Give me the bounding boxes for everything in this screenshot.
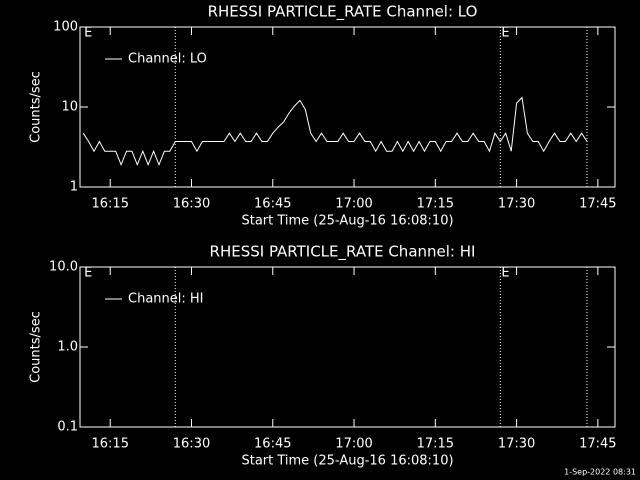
x-tick-label: 16:15 xyxy=(92,437,129,452)
legend-label: Channel: HI xyxy=(128,292,204,307)
x-axis-label: Start Time (25-Aug-16 16:08:10) xyxy=(241,214,453,229)
x-axis-label: Start Time (25-Aug-16 16:08:10) xyxy=(241,454,453,469)
legend-label: Channel: LO xyxy=(128,52,207,67)
x-tick-label: 16:45 xyxy=(254,197,291,212)
footer: 1-Sep-2022 08:31 xyxy=(564,468,636,477)
event-flag: E xyxy=(501,266,509,281)
panel-title: RHESSI PARTICLE_RATE Channel: LO xyxy=(208,3,478,22)
data-line xyxy=(82,96,588,167)
event-flag: E xyxy=(84,266,92,281)
y-tick-label: 1 xyxy=(70,180,78,195)
x-tick-label: 16:45 xyxy=(254,437,291,452)
y-tick-label: 10 xyxy=(61,100,78,115)
x-tick-label: 17:15 xyxy=(417,197,454,212)
x-tick-label: 17:30 xyxy=(498,197,535,212)
event-flag: E xyxy=(501,26,509,41)
x-tick-label: 17:00 xyxy=(335,437,372,452)
panel-title: RHESSI PARTICLE_RATE Channel: HI xyxy=(210,243,476,262)
y-axis-label: Counts/sec xyxy=(29,311,44,383)
x-tick-label: 17:00 xyxy=(335,197,372,212)
y-axis-label: Counts/sec xyxy=(29,71,44,143)
x-tick-label: 16:30 xyxy=(173,437,210,452)
x-tick-label: 17:15 xyxy=(417,437,454,452)
event-flag: E xyxy=(84,26,92,41)
y-tick-label: 100 xyxy=(53,20,78,35)
y-tick-label: 10.0 xyxy=(49,260,78,275)
x-tick-label: 16:15 xyxy=(92,197,129,212)
x-tick-label: 16:30 xyxy=(173,197,210,212)
x-tick-label: 17:30 xyxy=(498,437,535,452)
x-tick-label: 17:45 xyxy=(579,437,616,452)
x-tick-label: 17:45 xyxy=(579,197,616,212)
y-tick-label: 1.0 xyxy=(57,340,78,355)
y-tick-label: 0.1 xyxy=(57,420,78,435)
